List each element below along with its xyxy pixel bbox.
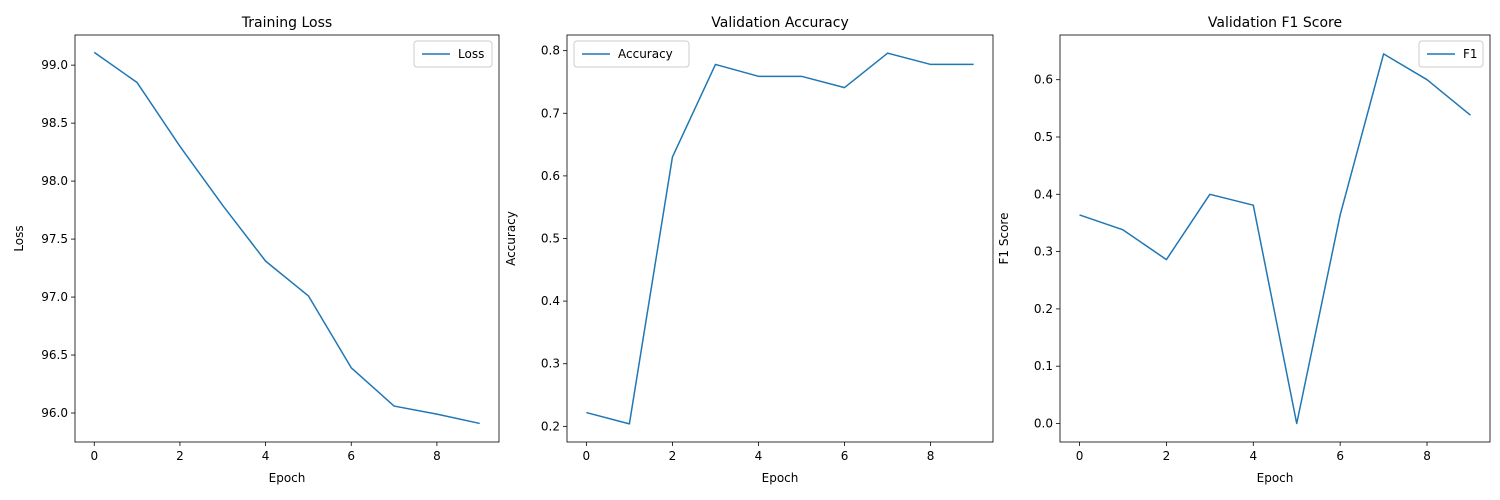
- chart-title: Validation F1 Score: [1208, 15, 1342, 31]
- y-tick-label: 0.8: [541, 44, 560, 58]
- chart-panel-3: Validation F1 Score 0 2 4 6 8 0.0 0.1 0.2 0.3 0.4 0…: [997, 15, 1491, 485]
- y-tick-label: 0.5: [541, 232, 560, 246]
- chart-panel-2: Validation Accuracy 0 2 4 6 8 0.2 0.3 0.4 0.5 0.6 0…: [504, 15, 994, 485]
- y-tick-label: 0.6: [1034, 73, 1053, 87]
- legend: Loss: [413, 40, 493, 68]
- x-axis-label: Epoch: [1257, 471, 1294, 485]
- y-tick-label: 0.0: [1034, 416, 1053, 430]
- y-tick-label: 0.6: [541, 169, 560, 183]
- y-tick-label: 97.5: [41, 232, 68, 246]
- y-axis-label: Loss: [12, 225, 26, 251]
- y-tick-label: 0.1: [1034, 359, 1053, 373]
- chart-title: Validation Accuracy: [711, 15, 849, 31]
- y-tick-label: 99.0: [41, 58, 68, 72]
- y-tick-label: 0.3: [1034, 245, 1053, 259]
- y-tick-label: 0.3: [541, 357, 560, 371]
- legend: Accuracy: [573, 40, 690, 68]
- x-tick-label: 2: [669, 449, 677, 463]
- x-tick-label: 2: [176, 449, 184, 463]
- y-tick-label: 97.0: [41, 290, 68, 304]
- chart-title: Training Loss: [241, 15, 332, 31]
- y-tick-label: 96.5: [41, 348, 68, 362]
- y-tick-label: 98.0: [41, 174, 68, 188]
- x-tick-label: 6: [347, 449, 355, 463]
- legend-box: [413, 40, 493, 68]
- series-line-loss: [93, 51, 480, 425]
- series-line-f1: [1079, 53, 1471, 425]
- y-tick-label: 98.5: [41, 116, 68, 130]
- x-tick-label: 8: [1423, 449, 1431, 463]
- x-tick-label: 2: [1163, 449, 1171, 463]
- legend-label: Accuracy: [618, 47, 673, 61]
- legend: F1: [1418, 40, 1484, 68]
- series-line-accuracy: [586, 52, 974, 425]
- plot-frame: [566, 34, 994, 443]
- y-tick-label: 0.4: [541, 294, 560, 308]
- x-tick-label: 6: [841, 449, 849, 463]
- y-tick-label: 0.4: [1034, 187, 1053, 201]
- x-axis-label: Epoch: [269, 471, 306, 485]
- x-axis-label: Epoch: [762, 471, 799, 485]
- y-tick-label: 96.0: [41, 406, 68, 420]
- x-tick-label: 4: [755, 449, 763, 463]
- y-tick-label: 0.7: [541, 106, 560, 120]
- x-tick-label: 8: [433, 449, 441, 463]
- legend-label: F1: [1463, 47, 1478, 61]
- x-tick-label: 0: [90, 449, 98, 463]
- plot-frame: [74, 34, 500, 443]
- plot-frame: [1059, 34, 1491, 443]
- x-tick-label: 0: [583, 449, 591, 463]
- legend-label: Loss: [458, 47, 484, 61]
- y-tick-label: 0.2: [1034, 302, 1053, 316]
- y-tick-label: 0.2: [541, 419, 560, 433]
- x-tick-label: 6: [1336, 449, 1344, 463]
- x-tick-label: 4: [262, 449, 270, 463]
- y-axis-label: F1 Score: [997, 213, 1011, 265]
- legend-box: [573, 40, 690, 68]
- x-tick-label: 4: [1249, 449, 1257, 463]
- chart-panel-1: Training Loss 0 2 4 6 8 96.0 96.5 97.0 97.5 98.0 98…: [12, 15, 500, 485]
- y-tick-label: 0.5: [1034, 130, 1053, 144]
- x-tick-label: 0: [1076, 449, 1084, 463]
- y-axis-label: Accuracy: [504, 211, 518, 266]
- x-tick-label: 8: [927, 449, 935, 463]
